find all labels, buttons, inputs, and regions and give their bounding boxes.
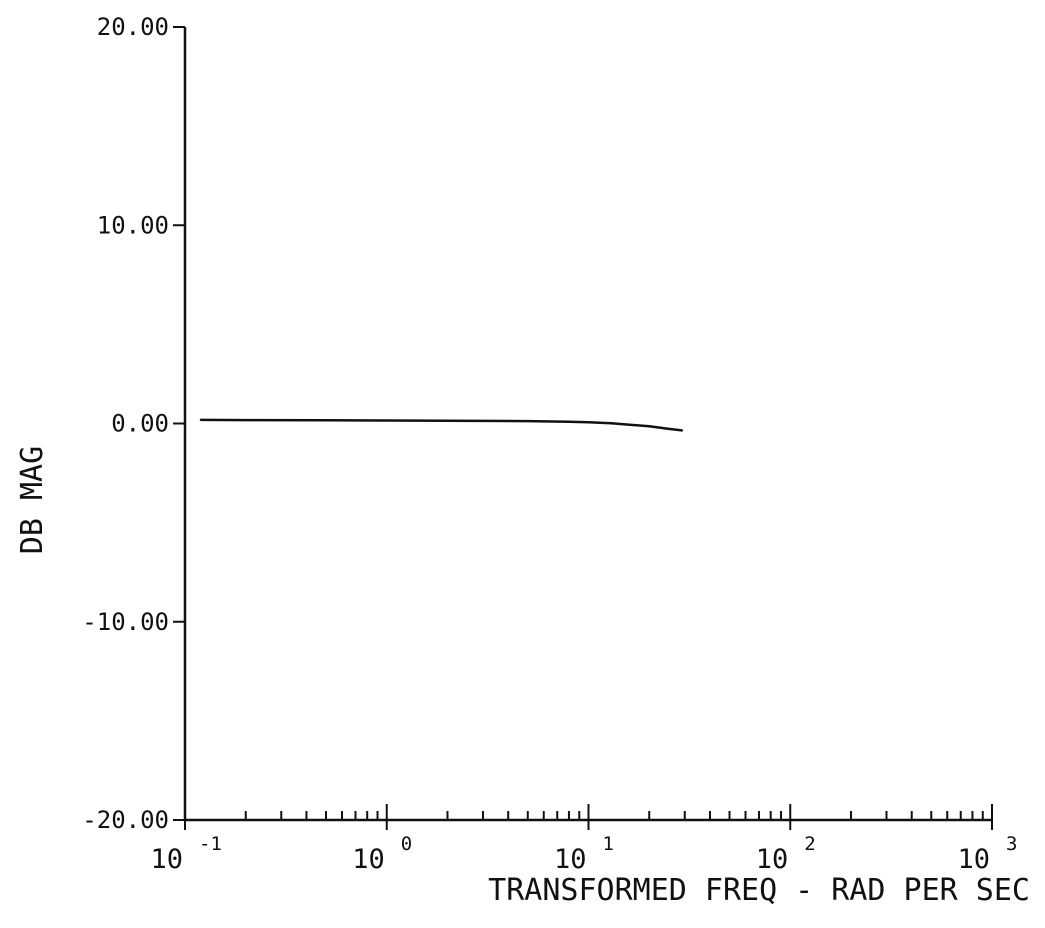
x-tick-label-exponent: 3 xyxy=(1006,833,1017,855)
series-layer xyxy=(199,418,684,432)
y-tick-label: 0.00 xyxy=(111,410,169,438)
y-tick-label: -20.00 xyxy=(82,806,169,834)
x-tick-label-base: 10 xyxy=(554,844,587,875)
y-tick-label: -10.00 xyxy=(82,608,169,636)
series-line xyxy=(199,418,684,432)
y-axis-title: DB MAG xyxy=(15,446,50,554)
x-tick-label-exponent: 0 xyxy=(401,833,412,855)
x-tick-label-base: 10 xyxy=(957,844,990,875)
x-tick-label-exponent: 2 xyxy=(804,833,815,855)
x-axis-ticks: 10 -1 10 0 10 1 10 2 10 3 xyxy=(150,804,1017,875)
x-axis-title: TRANSFORMED FREQ - RAD PER SEC xyxy=(488,873,1030,908)
y-tick-label: 10.00 xyxy=(97,211,169,239)
y-tick-label: 20.00 xyxy=(97,13,169,41)
x-tick-label-base: 10 xyxy=(150,844,183,875)
y-axis-ticks: 20.00 10.00 0.00 -10.00 -20.00 xyxy=(82,13,185,834)
x-tick-label-exponent: -1 xyxy=(199,833,222,855)
x-tick-label-base: 10 xyxy=(352,844,385,875)
x-tick-label-exponent: 1 xyxy=(603,833,614,855)
x-tick-label-base: 10 xyxy=(756,844,789,875)
